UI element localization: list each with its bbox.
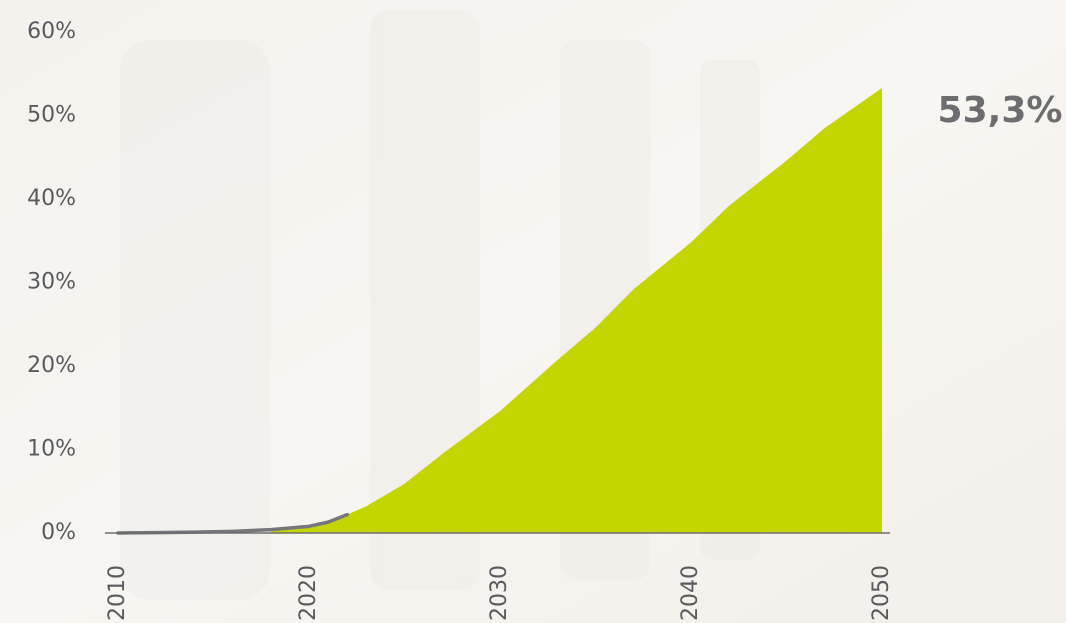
x-tick-label: 2050	[869, 565, 894, 621]
area	[270, 87, 882, 533]
x-tick-label: 2040	[678, 565, 703, 621]
background-shapes	[120, 10, 760, 600]
x-tick-label: 2010	[105, 565, 130, 621]
x-tick-label: 2020	[296, 565, 321, 621]
y-tick-label: 30%	[27, 270, 76, 295]
y-tick-label: 40%	[27, 186, 76, 211]
y-tick-label: 60%	[27, 19, 76, 44]
y-tick-label: 10%	[27, 437, 76, 462]
x-tick-label: 2030	[487, 565, 512, 621]
y-tick-label: 0%	[41, 520, 76, 545]
y-tick-label: 50%	[27, 103, 76, 128]
y-tick-label: 20%	[27, 353, 76, 378]
value-label: 53,3%	[938, 90, 1063, 131]
